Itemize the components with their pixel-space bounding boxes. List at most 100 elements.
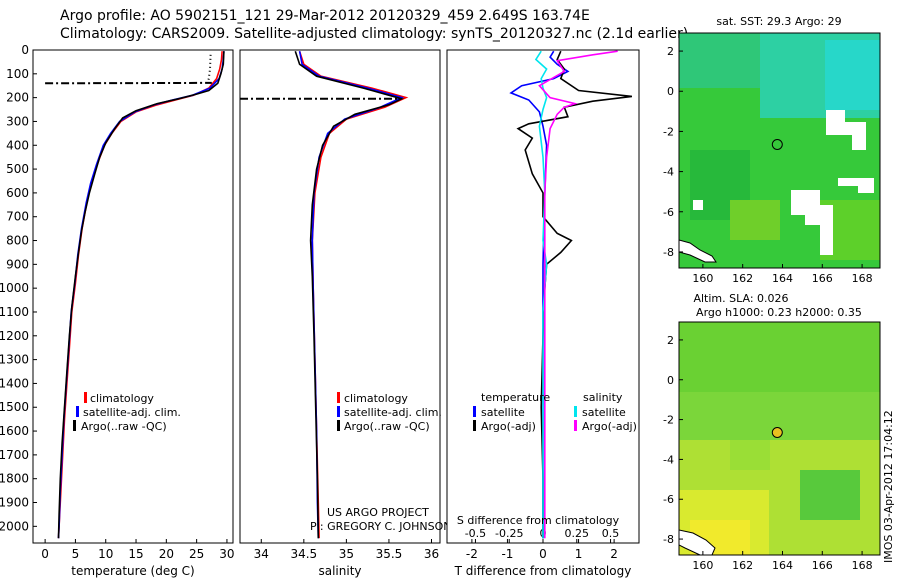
salinity-legend: climatology satellite-adj. clim. Argo(..…: [337, 392, 442, 433]
sst-map-title: sat. SST: 29.3 Argo: 29: [716, 15, 841, 28]
x-tick-label-35-5: 35.5: [376, 547, 403, 561]
sst-coastline: [679, 239, 717, 263]
y-tick-label-1500: 1500: [0, 400, 29, 414]
y-tick-label-300: 300: [6, 114, 29, 128]
legend-swatch-climatology: [84, 392, 87, 403]
sst-argo-location-marker: [771, 139, 783, 150]
map-x-tick-label-168: 168: [852, 272, 873, 285]
map-x-tick-label-164: 164: [772, 272, 793, 285]
y-tick-label-900: 900: [6, 257, 29, 271]
project-annotation: US ARGO PROJECT: [327, 506, 429, 519]
temperature-x-label: temperature (deg C): [71, 564, 194, 578]
map-y-tick-label-2: 2: [667, 334, 674, 347]
y-tick-label-1000: 1000: [0, 281, 29, 295]
sla-map-panel: Altim. SLA: 0.026 Argo h1000: 0.23 h2000…: [663, 292, 881, 572]
series-line-salinity-argo-adj: [538, 50, 618, 539]
figure-title-line-2: Climatology: CARS2009. Satellite-adjuste…: [60, 26, 688, 42]
legend-swatch-t-argo: [473, 420, 476, 431]
x-tick-label-25: 25: [189, 547, 204, 561]
y-tick-label-1300: 1300: [0, 353, 29, 367]
y-tick-label-1400: 1400: [0, 376, 29, 390]
map-y-tick-label-2: -2: [663, 125, 674, 138]
sst-missing-data-north: [826, 110, 866, 150]
legend-label-s-satellite: satellite: [582, 406, 626, 419]
map-y-tick-label-0: 0: [667, 85, 674, 98]
x-tick-label-30: 30: [219, 547, 234, 561]
difference-legend: temperature salinity satellite Argo(-adj…: [473, 391, 637, 433]
legend-label-satellite: satellite-adj. clim.: [83, 406, 181, 419]
map-y-tick-label-2: 2: [667, 45, 674, 58]
x-tick-label-1: 1: [575, 547, 583, 561]
sla-field-central-patch: [730, 440, 770, 470]
sla-field-north-band: [679, 322, 880, 392]
figure-title-line-1: Argo profile: AO 5902151_121 29-Mar-2012…: [60, 8, 590, 24]
legend-swatch-argo: [337, 420, 340, 431]
map-y-tick-label-6: -6: [663, 493, 674, 506]
map-y-tick-label-8: -8: [663, 533, 674, 546]
legend-swatch-satellite: [337, 406, 340, 417]
map-y-tick-label-8: -8: [663, 246, 674, 259]
legend-swatch-climatology: [337, 392, 340, 403]
map-x-tick-label-162: 162: [732, 272, 753, 285]
t-difference-x-ticks: -2 -1 0 1 2: [466, 539, 618, 561]
legend-label-t-argo: Argo(-adj): [481, 420, 536, 433]
salinity-lines: [240, 50, 409, 539]
sla-map-y-ticks: 2 0 -2 -4 -6 -8: [663, 334, 683, 546]
salinity-x-label: salinity: [318, 564, 361, 578]
sst-missing-data-south: [791, 190, 833, 255]
x-tick-label-34: 34: [254, 547, 269, 561]
legend-label-climatology: climatology: [344, 392, 408, 405]
y-tick-label-1100: 1100: [0, 305, 29, 319]
legend-swatch-t-satellite: [473, 406, 476, 417]
temperature-plot-frame: [32, 49, 234, 544]
y-tick-label-1800: 1800: [0, 472, 29, 486]
x-tick-label-2: -2: [466, 547, 478, 561]
map-x-tick-label-166: 166: [812, 559, 833, 572]
x-tick-label-0-5: 0.5: [602, 527, 620, 540]
map-y-tick-label-4: -4: [663, 166, 674, 179]
footer-stamp: IMOS 03-Apr-2012 17:04:12: [882, 410, 895, 563]
y-tick-label-1600: 1600: [0, 424, 29, 438]
y-tick-label-400: 400: [6, 138, 29, 152]
depth-y-ticks: 0 100 200 300 400 500 600 700 800 900 1000 1100 1200…: [0, 43, 37, 533]
x-tick-label-34-5: 34.5: [290, 547, 317, 561]
map-x-tick-label-166: 166: [812, 272, 833, 285]
x-tick-label-20: 20: [159, 547, 174, 561]
s-difference-x-label: S difference from climatology: [457, 514, 620, 527]
x-tick-label-35: 35: [339, 547, 354, 561]
sla-map-frame: [678, 321, 881, 556]
sla-argo-location-marker: [771, 427, 783, 438]
legend-swatch-s-argo: [574, 420, 577, 431]
sla-coastline: [679, 529, 716, 555]
x-tick-label-0-25: -0.25: [495, 527, 523, 540]
t-difference-x-label: T difference from climatology: [454, 564, 632, 578]
sst-map-y-ticks: 2 0 -2 -4 -6 -8: [663, 45, 683, 259]
sst-missing-data-west: [693, 200, 703, 210]
sla-map-x-ticks: 160 162 164 166 168: [692, 551, 873, 572]
x-tick-label-10: 10: [98, 547, 113, 561]
y-tick-label-100: 100: [6, 67, 29, 81]
series-line-argo-raw-qc: [57, 51, 225, 539]
x-tick-label-15: 15: [128, 547, 143, 561]
x-tick-label-0: 0: [41, 547, 49, 561]
x-tick-label-1: -1: [501, 547, 513, 561]
salinity-x-ticks: 34 34.5 35 35.5 36: [254, 539, 439, 561]
x-tick-label-0: 0: [539, 547, 547, 561]
map-x-tick-label-164: 164: [772, 559, 793, 572]
map-y-tick-label-4: -4: [663, 453, 674, 466]
sst-field-southwest-patch: [730, 200, 780, 240]
y-tick-label-200: 200: [6, 91, 29, 105]
pi-annotation: PI: GREGORY C. JOHNSON: [310, 520, 451, 533]
temperature-legend: climatology satellite-adj. clim. Argo(..…: [73, 392, 181, 433]
y-tick-label-1900: 1900: [0, 496, 29, 510]
y-tick-label-800: 800: [6, 234, 29, 248]
map-x-tick-label-160: 160: [692, 272, 713, 285]
legend-label-t-satellite: satellite: [481, 406, 525, 419]
sst-missing-data-east: [838, 178, 874, 193]
sst-map-x-ticks: 160 162 164 166 168: [692, 264, 873, 285]
legend-swatch-s-satellite: [574, 406, 577, 417]
x-tick-label-36: 36: [424, 547, 439, 561]
temperature-x-ticks: 0 5 10 15 20 25 30: [41, 539, 235, 561]
s-difference-x-ticks: -0.5 -0.25 0 0.25 0.5: [465, 527, 620, 543]
